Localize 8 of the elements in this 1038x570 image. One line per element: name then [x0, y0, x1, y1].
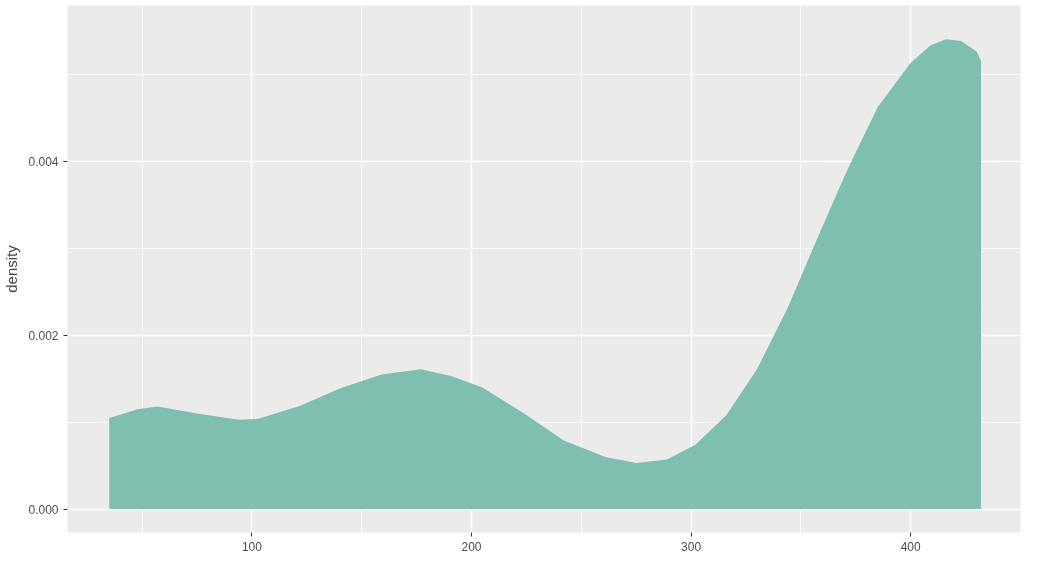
y-tick-label: 0.004 [28, 155, 59, 170]
y-axis-title: density [3, 244, 21, 293]
x-tick-label: 300 [681, 539, 702, 554]
x-tick-label: 100 [241, 539, 263, 554]
x-tick-label: 200 [461, 539, 482, 554]
x-tick-label: 400 [900, 539, 922, 554]
y-tick-label: 0.002 [28, 328, 59, 343]
y-tick-label: 0.000 [28, 502, 59, 517]
